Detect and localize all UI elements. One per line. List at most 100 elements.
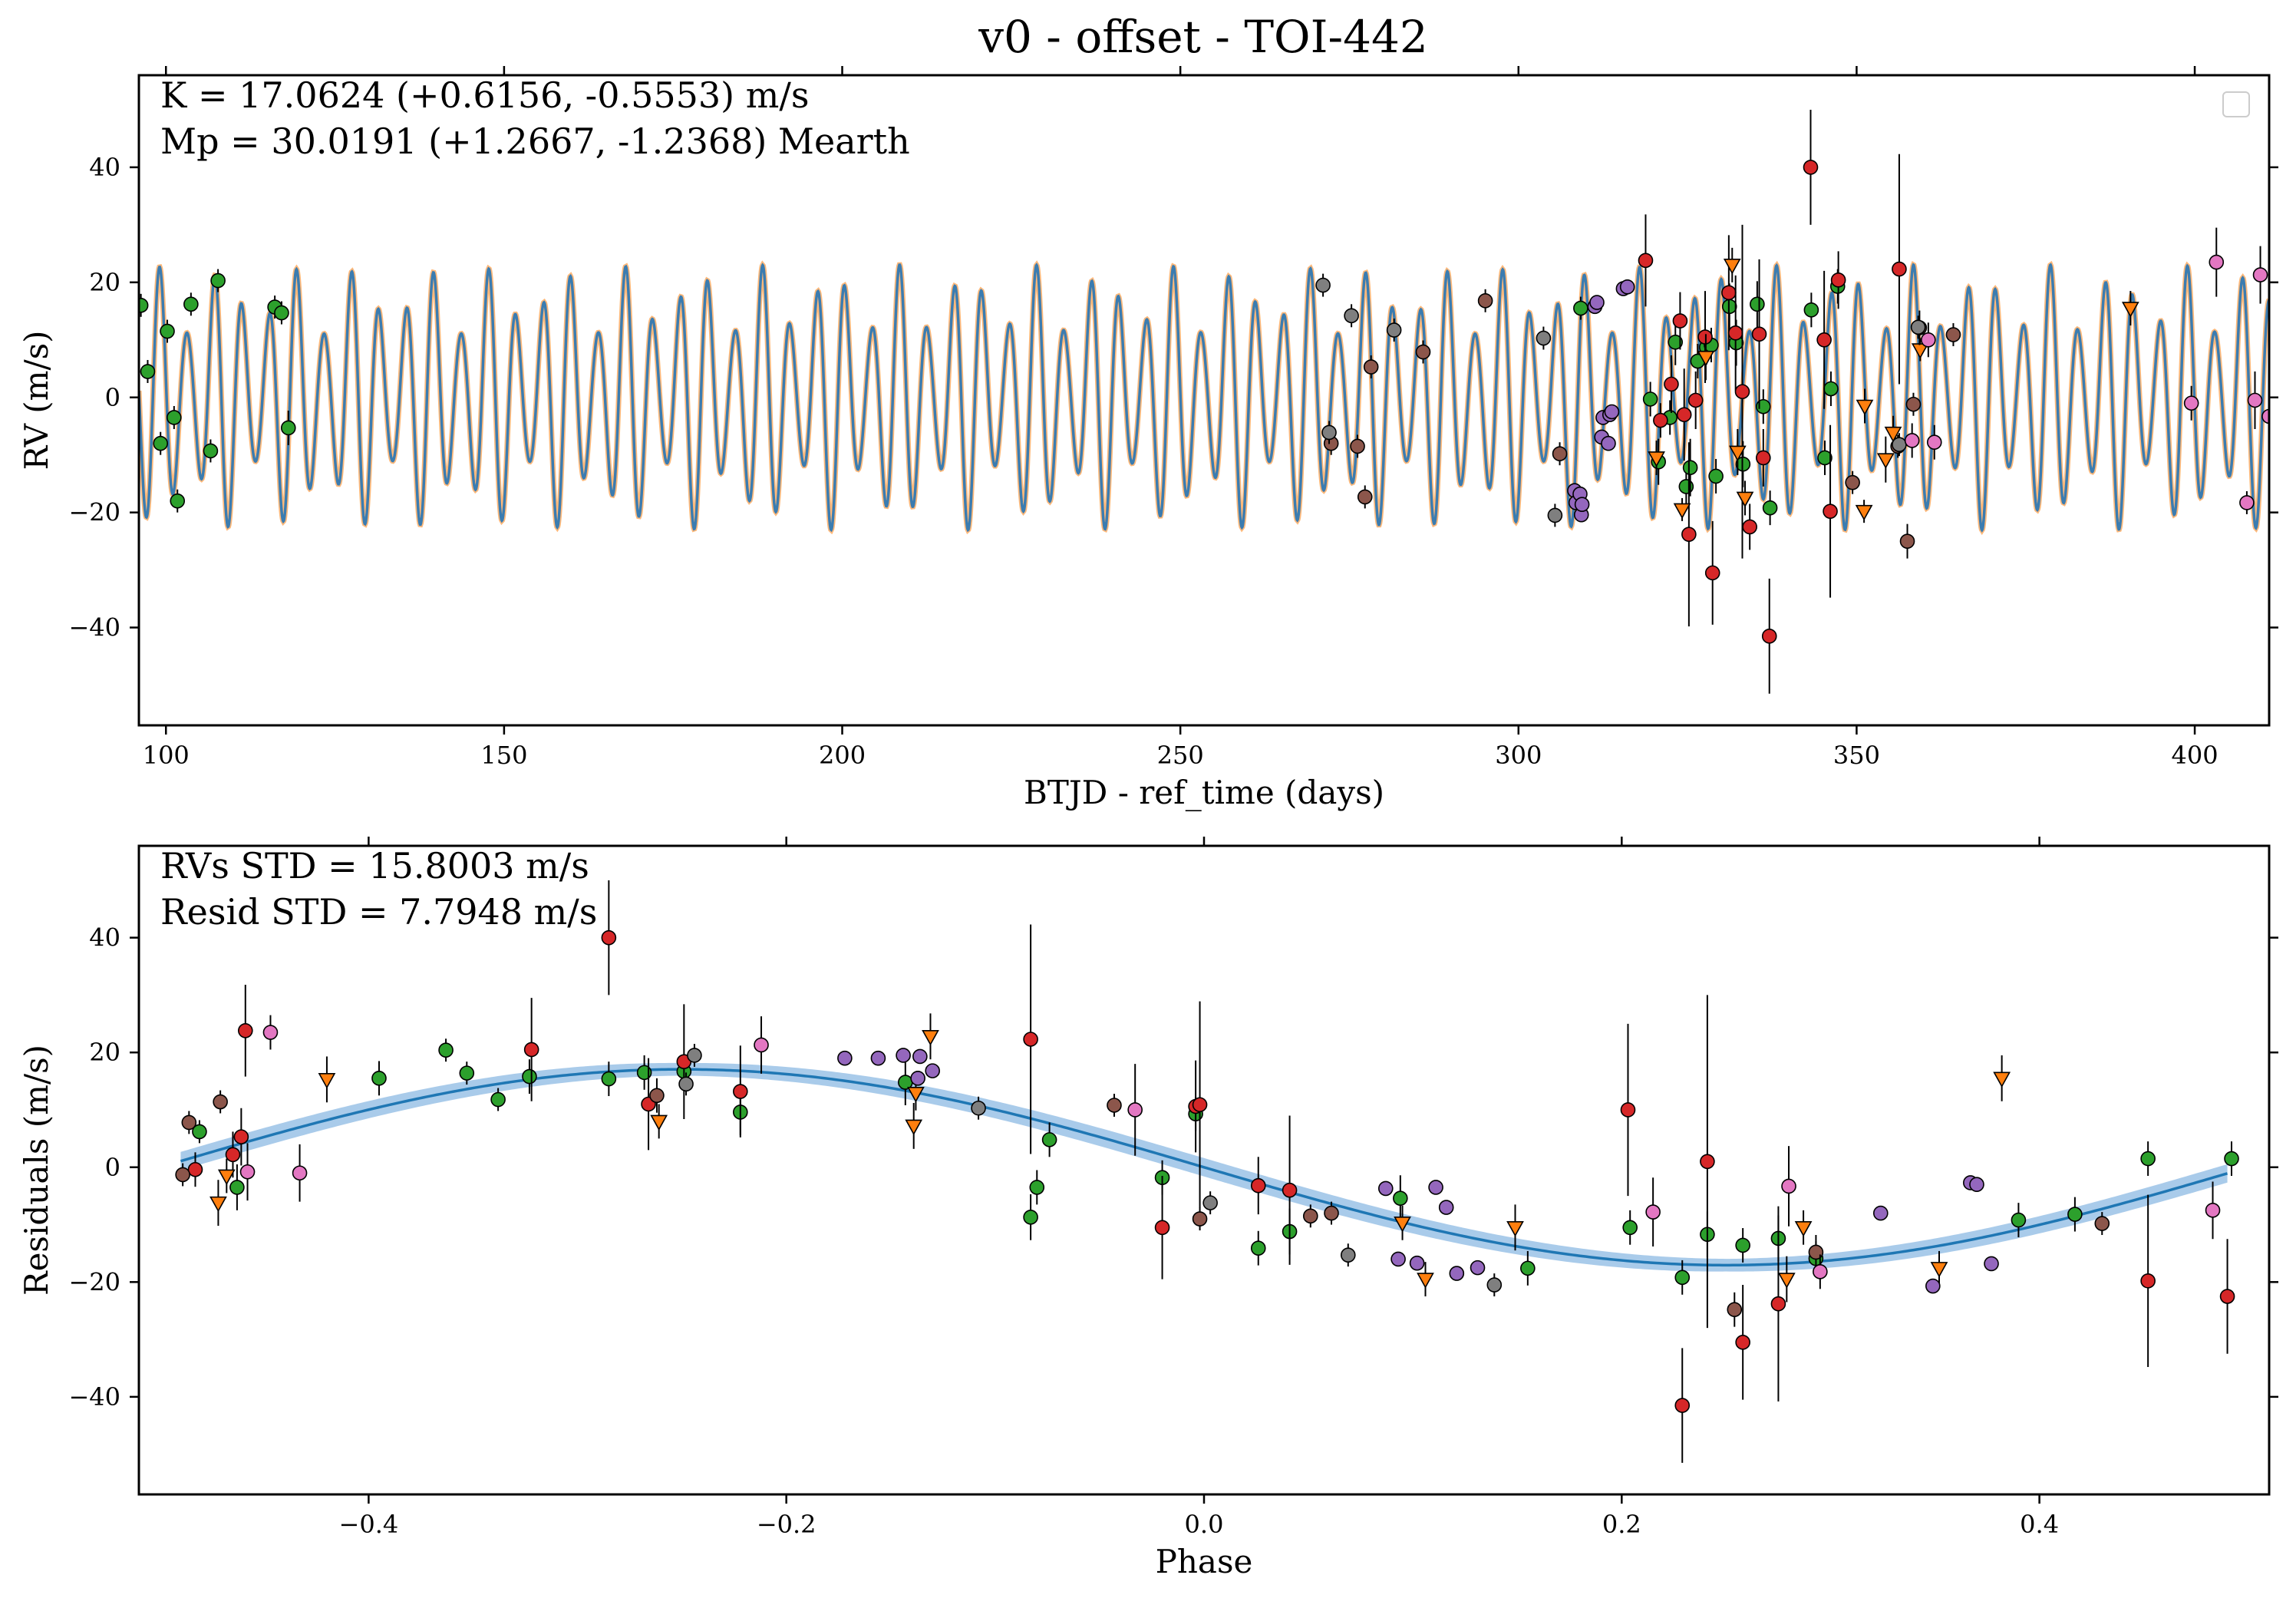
data-point — [896, 1048, 911, 1063]
data-point — [1282, 1182, 1298, 1198]
data-point — [140, 364, 156, 379]
data-point — [1394, 1217, 1411, 1233]
data-point — [1673, 503, 1691, 520]
data-point — [1340, 1247, 1356, 1263]
data-point — [1363, 359, 1379, 375]
x-axis-label: Phase — [1156, 1543, 1253, 1580]
data-point — [649, 1088, 665, 1104]
y-axis-label: Residuals (m/s) — [18, 1045, 55, 1296]
data-point — [1638, 253, 1654, 269]
data-point — [1823, 381, 1839, 397]
data-point — [1984, 1256, 1999, 1272]
data-point — [650, 1114, 668, 1131]
data-point — [1756, 398, 1771, 414]
data-point — [1823, 504, 1838, 519]
data-point — [1029, 1180, 1045, 1195]
y-tick-label: 20 — [89, 268, 120, 297]
data-point — [1884, 426, 1902, 443]
data-point — [371, 1071, 387, 1086]
data-point — [2239, 495, 2255, 510]
data-point — [1648, 451, 1665, 467]
data-point — [1315, 277, 1331, 293]
x-tick-label: 150 — [480, 741, 527, 770]
data-point — [225, 1147, 241, 1163]
data-series — [139, 269, 1846, 526]
y-tick-label: −40 — [68, 613, 120, 642]
data-point — [1668, 334, 1684, 350]
data-point — [1750, 296, 1765, 312]
data-point — [2183, 395, 2199, 411]
data-point — [2140, 1273, 2156, 1289]
data-point — [160, 323, 175, 339]
data-point — [210, 272, 226, 289]
data-series — [678, 1043, 1503, 1297]
data-point — [1536, 330, 1552, 346]
data-point — [1892, 437, 1907, 453]
data-series — [1638, 109, 1907, 694]
data-point — [167, 410, 182, 425]
data-point — [733, 1084, 748, 1099]
data-point — [2067, 1207, 2083, 1222]
data-point — [1856, 399, 1874, 416]
model-curve — [139, 262, 2269, 533]
data-series — [175, 1078, 2110, 1327]
y-tick-label: 40 — [89, 153, 120, 182]
data-series — [1904, 227, 2269, 514]
data-point — [170, 493, 186, 509]
data-point — [1127, 1102, 1143, 1118]
data-point — [1969, 1177, 1984, 1192]
model-curve — [180, 1068, 2228, 1267]
data-point — [1899, 533, 1915, 549]
residuals-panel: −0.4 −0.2 0.0 0.2 0.4 −40 −20 0 20 40 Phase Residua… — [18, 837, 2278, 1580]
data-point — [274, 305, 289, 321]
data-point — [213, 1094, 228, 1110]
data-point — [922, 1029, 939, 1046]
data-point — [1708, 468, 1724, 484]
data-series — [837, 1048, 1999, 1294]
data-point — [1154, 1220, 1170, 1236]
data-point — [1697, 350, 1715, 367]
plot-frame — [137, 74, 2271, 727]
data-point — [175, 1167, 190, 1183]
data-point — [678, 1076, 694, 1092]
data-point — [1321, 424, 1337, 441]
data-point — [1735, 1237, 1750, 1253]
data-point — [1619, 279, 1635, 295]
data-point — [1926, 434, 1942, 451]
data-point — [1925, 1278, 1941, 1294]
data-point — [1813, 1264, 1828, 1279]
data-point — [1770, 1296, 1786, 1312]
data-point — [1642, 391, 1658, 407]
data-point — [1734, 384, 1750, 400]
data-point — [233, 1129, 249, 1144]
x-tick-label: 350 — [1833, 741, 1880, 770]
data-point — [1803, 302, 1819, 318]
data-point — [1653, 412, 1668, 428]
model-uncertainty-band — [139, 260, 2269, 536]
data-point — [1830, 272, 1846, 288]
x-axis-label: BTJD - ref_time (days) — [1024, 774, 1384, 811]
data-point — [1721, 285, 1737, 301]
data-point — [1751, 326, 1767, 342]
data-point — [1573, 300, 1588, 316]
data-point — [1192, 1097, 1208, 1113]
data-point — [1386, 322, 1402, 338]
data-point — [1736, 491, 1754, 508]
data-point — [1945, 327, 1961, 342]
data-point — [2094, 1216, 2110, 1231]
y-tick-label: 40 — [89, 923, 120, 953]
data-point — [292, 1165, 308, 1181]
data-point — [1876, 453, 1895, 469]
data-point — [153, 435, 169, 451]
data-point — [1041, 1132, 1057, 1147]
data-point — [2140, 1151, 2156, 1167]
data-point — [438, 1042, 454, 1058]
data-point — [1756, 450, 1771, 466]
data-point — [192, 1124, 207, 1140]
data-point — [139, 298, 149, 313]
rv-panel: 100 150 200 250 300 350 400 −40 −20 0 20 40 BTJD - r… — [18, 66, 2278, 811]
data-point — [1324, 1205, 1339, 1221]
data-point — [2261, 408, 2269, 424]
data-point — [1892, 261, 1907, 277]
data-point — [601, 929, 617, 946]
